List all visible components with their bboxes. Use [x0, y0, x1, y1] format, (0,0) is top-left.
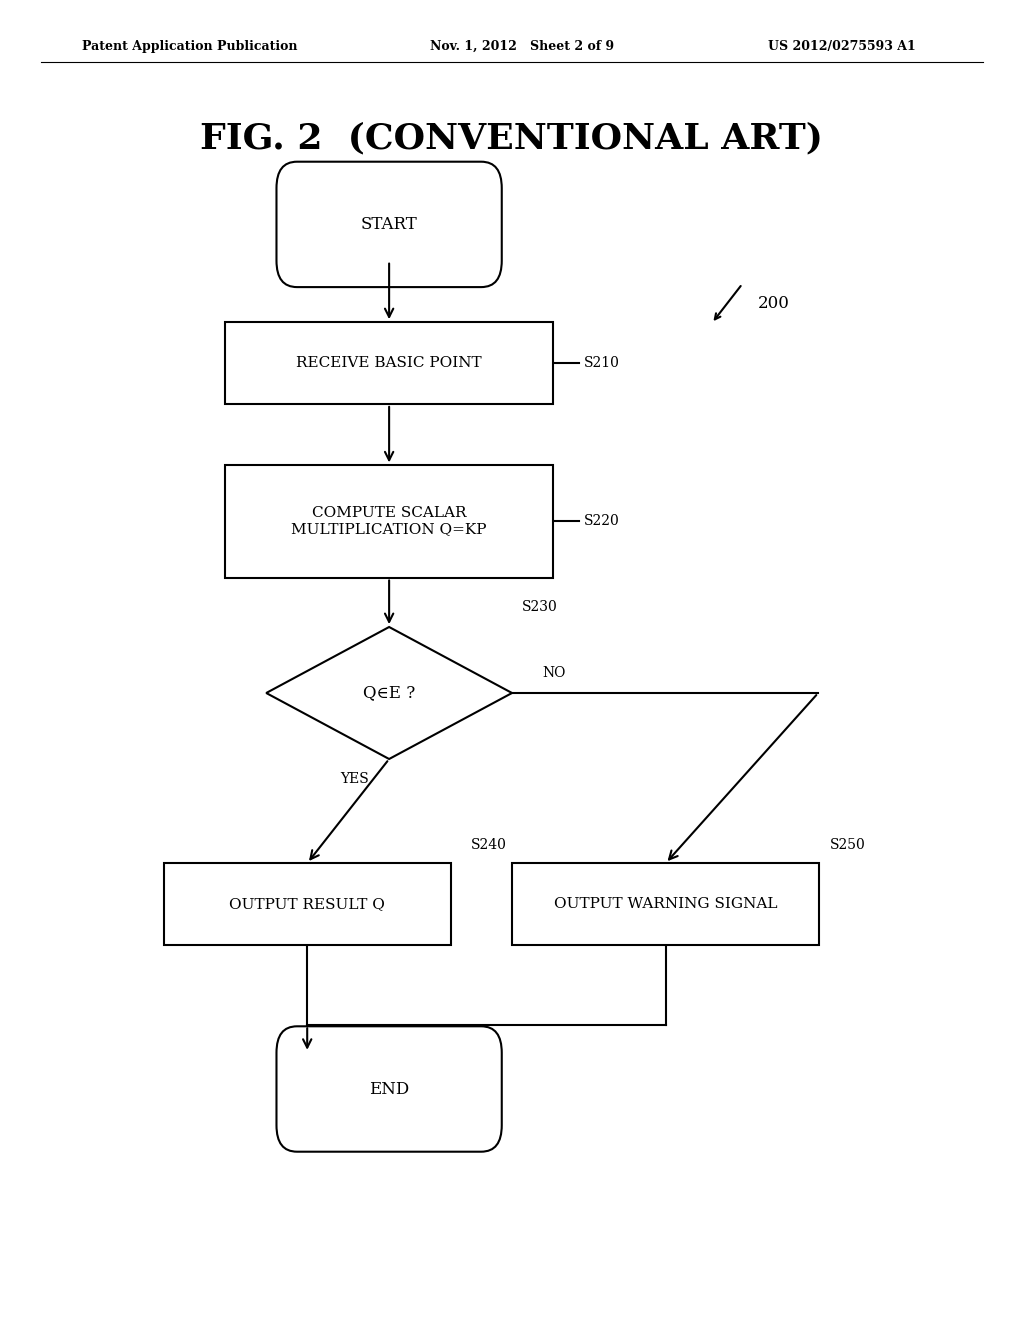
- Text: OUTPUT RESULT Q: OUTPUT RESULT Q: [229, 898, 385, 911]
- Bar: [164, 863, 451, 945]
- Bar: [225, 466, 553, 578]
- Bar: [512, 863, 819, 945]
- Text: S230: S230: [522, 601, 558, 614]
- Text: YES: YES: [340, 772, 369, 785]
- FancyBboxPatch shape: [276, 1027, 502, 1151]
- Text: END: END: [369, 1081, 410, 1097]
- Text: Patent Application Publication: Patent Application Publication: [82, 40, 297, 53]
- Text: RECEIVE BASIC POINT: RECEIVE BASIC POINT: [296, 356, 482, 370]
- Text: S210: S210: [584, 356, 620, 370]
- Text: 200: 200: [758, 296, 790, 312]
- FancyBboxPatch shape: [276, 162, 502, 288]
- Text: COMPUTE SCALAR
MULTIPLICATION Q=KP: COMPUTE SCALAR MULTIPLICATION Q=KP: [292, 507, 486, 536]
- Text: FIG. 2  (CONVENTIONAL ART): FIG. 2 (CONVENTIONAL ART): [201, 121, 823, 156]
- Text: US 2012/0275593 A1: US 2012/0275593 A1: [768, 40, 915, 53]
- Text: S240: S240: [471, 838, 507, 851]
- Bar: [225, 322, 553, 404]
- Text: Q∈E ?: Q∈E ?: [362, 685, 416, 701]
- Text: NO: NO: [543, 667, 566, 680]
- Polygon shape: [266, 627, 512, 759]
- Text: Nov. 1, 2012   Sheet 2 of 9: Nov. 1, 2012 Sheet 2 of 9: [430, 40, 614, 53]
- Text: S250: S250: [829, 838, 865, 851]
- Text: S220: S220: [584, 515, 620, 528]
- Text: OUTPUT WARNING SIGNAL: OUTPUT WARNING SIGNAL: [554, 898, 777, 911]
- Text: START: START: [360, 216, 418, 232]
